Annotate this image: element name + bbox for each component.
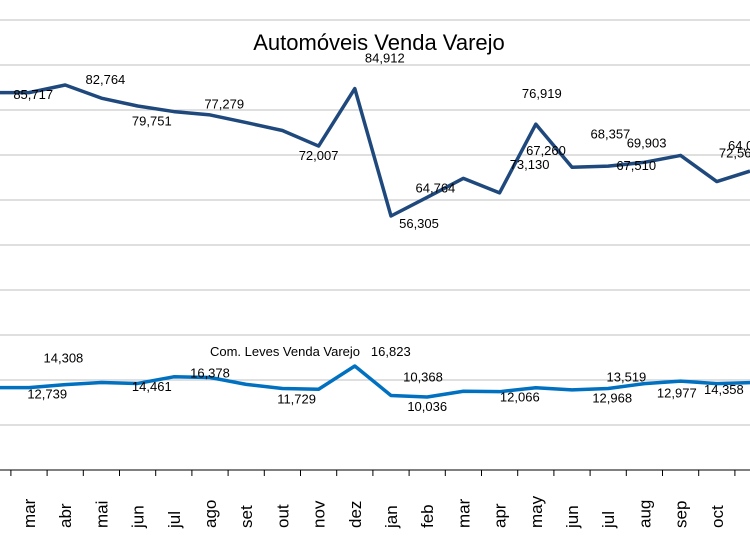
x-tick-label: aug — [635, 500, 654, 528]
chart-title: Automóveis Venda Varejo — [253, 30, 505, 55]
x-tick-label: set — [237, 505, 256, 528]
data-label: 12,066 — [500, 390, 540, 405]
data-label: 84,912 — [365, 51, 405, 66]
series-line-com-leves — [0, 364, 750, 399]
data-label: 73,130 — [510, 157, 550, 172]
data-label: 16,823 — [371, 344, 411, 359]
data-label: 67,510 — [616, 158, 656, 173]
data-label: 64,04 — [728, 138, 750, 153]
series-line-automoveis — [0, 83, 750, 218]
gridlines — [0, 19, 750, 426]
data-label: 16,378 — [190, 365, 230, 380]
data-label: 14,461 — [132, 379, 172, 394]
data-label: 56,305 — [399, 216, 439, 231]
x-tick-label: sep — [672, 501, 691, 528]
x-tick-label: out — [273, 504, 292, 528]
data-label: 10,036 — [407, 399, 447, 414]
data-label: 11,729 — [277, 391, 316, 406]
data-label: 69,903 — [627, 135, 667, 150]
data-label: 10,368 — [403, 369, 443, 384]
data-label: 79,751 — [132, 114, 172, 129]
data-label: 72,007 — [299, 148, 339, 163]
x-tick-label: jul — [599, 511, 618, 529]
x-axis-ticks: mar abr mai jun jul ago set out nov dez jan feb mar a… — [10, 470, 736, 529]
data-label: 14,358 — [704, 382, 744, 397]
data-label: 76,919 — [522, 86, 562, 101]
data-label: 12,977 — [657, 386, 697, 401]
data-label: 12,739 — [27, 387, 67, 402]
data-label: 14,308 — [44, 351, 84, 366]
data-label: 12,968 — [592, 390, 632, 405]
data-label: 64,764 — [416, 180, 456, 195]
data-label: 85,717 — [13, 87, 53, 102]
x-tick-label: jan — [382, 505, 401, 529]
data-labels: 85,717 82,764 79,751 77,279 72,007 84,912 56,3… — [13, 51, 750, 414]
data-label: 67,260 — [526, 143, 566, 158]
data-label: 13,519 — [607, 370, 647, 385]
x-tick-label: mar — [20, 498, 39, 528]
data-label: 82,764 — [86, 72, 126, 87]
x-tick-label: jun — [563, 505, 582, 529]
data-label: 68,357 — [591, 126, 631, 141]
x-tick-label: apr — [491, 503, 510, 528]
x-tick-label: oct — [708, 505, 727, 528]
data-label: 77,279 — [204, 97, 244, 112]
x-tick-label: dez — [346, 501, 365, 528]
x-tick-label: mai — [92, 501, 111, 528]
x-tick-label: abr — [56, 503, 75, 528]
x-tick-label: may — [527, 495, 546, 528]
series-layer — [0, 83, 750, 399]
data-label: 72,565 — [719, 146, 750, 161]
x-tick-label: jul — [165, 511, 184, 529]
x-tick-label: ago — [201, 500, 220, 528]
x-tick-label: jun — [129, 505, 148, 529]
secondary-series-label: Com. Leves Venda Varejo — [210, 344, 360, 359]
x-tick-label: feb — [418, 504, 437, 528]
x-tick-label: nov — [310, 500, 329, 528]
x-tick-label: mar — [454, 498, 473, 528]
